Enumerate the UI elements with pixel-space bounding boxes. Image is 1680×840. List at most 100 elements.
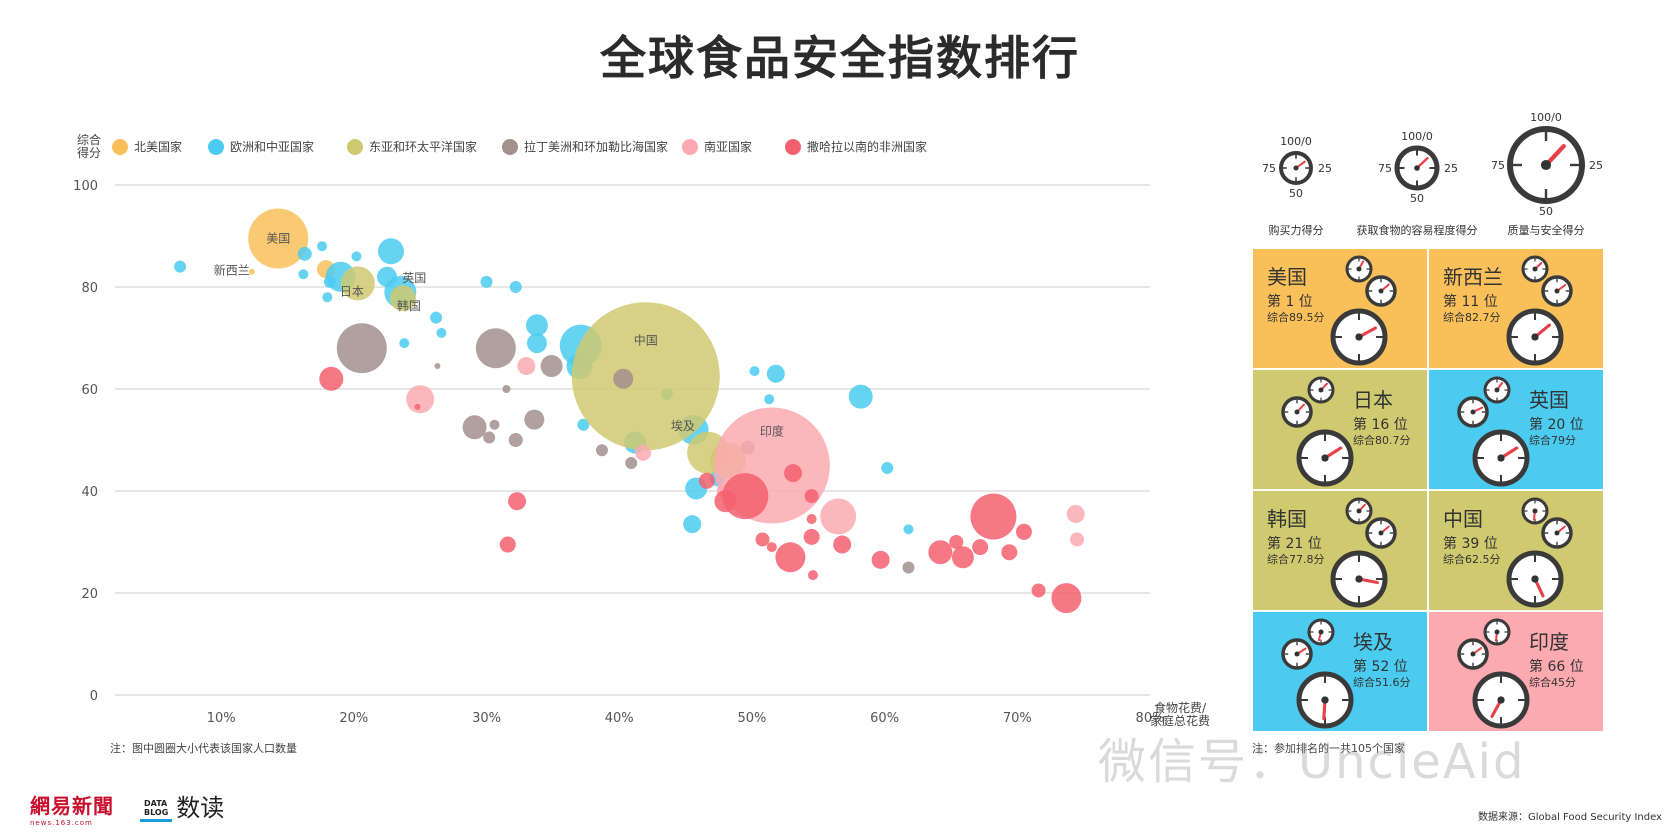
country-count-note: 注：参加排名的一共105个国家 (1252, 742, 1405, 755)
gauge-hub (1378, 288, 1384, 294)
x-tick-label: 30% (472, 711, 501, 726)
y-tick-label: 100 (73, 179, 98, 194)
legend-swatch (682, 139, 698, 155)
data-bubble (525, 314, 548, 337)
data-bubble (807, 570, 818, 581)
data-bubble (509, 281, 522, 293)
data-bubble (517, 357, 536, 376)
country-card: 中国第 39 位综合62.5分 (1428, 490, 1604, 611)
country-rank: 第 21 位 (1267, 536, 1322, 552)
data-bubble (336, 323, 387, 374)
gauge-hub (1356, 266, 1362, 272)
data-bubble (972, 539, 989, 556)
data-bubble (508, 433, 523, 447)
data-bubble (775, 542, 806, 573)
data-bubble (928, 540, 953, 565)
page-title: 全球食品安全指数排行 (600, 31, 1080, 85)
x-tick-label: 10% (207, 711, 236, 726)
bubble-size-note: 注：图中圆圈大小代表该国家人口数量 (110, 742, 297, 755)
country-card: 日本第 16 位综合80.7分 (1252, 369, 1428, 490)
data-bubble (508, 492, 527, 511)
legend-title: 综合 (77, 132, 101, 147)
legend-entry: 北美国家 (134, 139, 182, 154)
data-bubble (613, 368, 634, 389)
gauge-hub (1532, 508, 1538, 514)
country-gauges (1457, 618, 1530, 729)
country-name: 新西兰 (1443, 265, 1503, 289)
data-bubble (480, 275, 493, 288)
legend-entry: 拉丁美洲和环加勒比海国家 (524, 139, 668, 154)
gauge-label-left: 75 (1491, 159, 1505, 172)
gauge-hub (1378, 530, 1384, 536)
country-score: 综合62.5分 (1443, 553, 1501, 566)
point-label: 中国 (634, 332, 658, 347)
data-bubble (351, 251, 362, 262)
country-score: 综合82.7分 (1443, 311, 1501, 324)
point-label: 英国 (402, 271, 426, 285)
x-tick-label: 70% (1003, 711, 1032, 726)
data-bubble (377, 266, 398, 287)
data-bubble (970, 493, 1017, 540)
data-bubble (502, 385, 511, 393)
country-gauges (1281, 376, 1354, 487)
data-bubble (803, 528, 820, 545)
y-tick-label: 20 (81, 587, 98, 602)
gauge-label-bottom: 50 (1539, 205, 1553, 218)
country-card: 英国第 20 位综合79分 (1428, 369, 1604, 490)
country-name: 韩国 (1267, 507, 1307, 531)
country-rank: 第 11 位 (1443, 294, 1498, 310)
data-bubble (298, 269, 309, 280)
data-bubble (766, 542, 777, 553)
data-bubble (766, 364, 785, 383)
data-bubble (820, 498, 857, 535)
x-tick-label: 20% (339, 711, 368, 726)
gauge-hub (1531, 333, 1539, 341)
data-bubble (248, 268, 255, 275)
gauge-hub (1355, 333, 1363, 341)
country-rank: 第 39 位 (1443, 536, 1498, 552)
country-rank: 第 16 位 (1353, 417, 1408, 433)
country-rank: 第 66 位 (1529, 659, 1584, 675)
gauge-hub (1294, 651, 1300, 657)
gauge-hub (1497, 454, 1505, 462)
country-score: 综合45分 (1529, 676, 1576, 689)
data-bubble (1051, 583, 1082, 614)
gauge-hub (1470, 651, 1476, 657)
data-bubble (322, 292, 333, 303)
data-bubble (833, 535, 852, 554)
x-axis-label: 家庭总花费 (1150, 713, 1210, 728)
legend-swatch (208, 139, 224, 155)
gauge-hub (1318, 629, 1324, 635)
country-card: 新西兰第 11 位综合82.7分 (1428, 248, 1604, 369)
gauge-label-right: 25 (1589, 159, 1603, 172)
country-gauges (1506, 255, 1573, 366)
legend-title: 得分 (77, 145, 101, 160)
country-name: 印度 (1529, 630, 1569, 654)
country-name: 日本 (1353, 388, 1393, 412)
gauge-hub (1414, 165, 1420, 171)
gauge-label-left: 75 (1262, 162, 1276, 175)
country-rank: 第 20 位 (1529, 417, 1584, 433)
gauge-label-left: 75 (1378, 162, 1392, 175)
data-bubble (323, 275, 336, 288)
data-bubble (881, 462, 894, 475)
country-grid: 美国第 1 位综合89.5分 新西兰第 11 位综合82.7分 日本第 16 位综合… (1252, 248, 1604, 732)
data-bubble (434, 363, 441, 370)
netease-logo: 網易新聞 news.163.com (30, 790, 114, 827)
data-bubble (1070, 532, 1085, 547)
point-label: 印度 (760, 424, 784, 439)
country-rank: 第 52 位 (1353, 659, 1408, 675)
country-name: 中国 (1443, 507, 1483, 531)
country-name: 美国 (1267, 265, 1307, 289)
gauge-legend-caption: 获取食物的容易程度得分 (1357, 223, 1478, 237)
y-tick-label: 40 (81, 485, 98, 500)
country-name: 英国 (1529, 388, 1569, 412)
data-bubble (475, 328, 516, 369)
country-gauges (1457, 376, 1530, 487)
data-bubble (414, 403, 421, 410)
country-card: 美国第 1 位综合89.5分 (1252, 248, 1428, 369)
x-axis-label: 食物花费/ (1154, 700, 1207, 715)
legend-entry: 欧洲和中亚国家 (230, 139, 314, 154)
watermark: 微信号：UncleAid (1098, 734, 1526, 790)
x-tick-label: 40% (605, 711, 634, 726)
